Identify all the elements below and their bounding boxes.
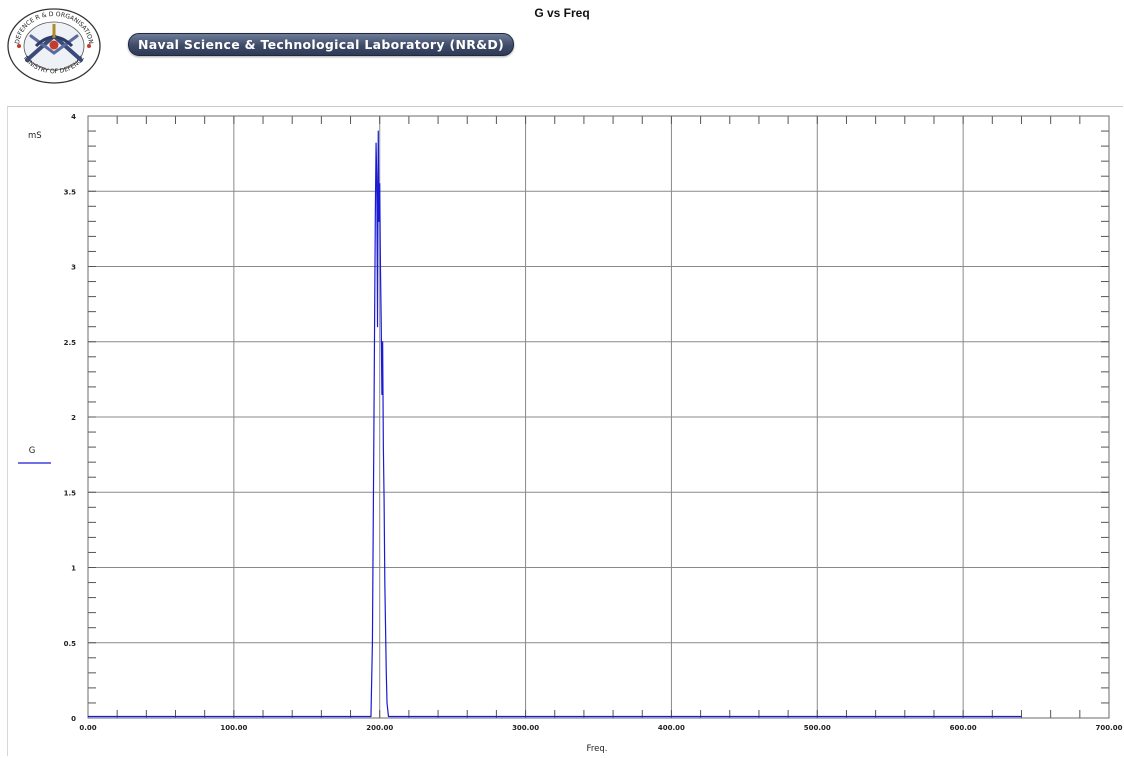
series-line-g (88, 130, 1022, 718)
x-tick-label: 300.00 (512, 724, 539, 732)
g-vs-freq-plot: 0.00 100.00 200.00 300.00 400.00 500.00 600.00… (18, 113, 1123, 754)
plot-area-border (87, 115, 1110, 719)
y-tick-label: 3 (71, 264, 76, 272)
legend-label-g: G (29, 446, 36, 456)
organisation-name-banner: Naval Science & Technological Laboratory… (128, 33, 515, 56)
y-tick-label: 1.5 (64, 489, 77, 497)
x-tick-label: 100.00 (220, 724, 247, 732)
chart-title: G vs Freq (534, 6, 590, 20)
y-tick-labels: 0 0.5 1 1.5 2 2.5 3 3.5 4 (64, 113, 77, 723)
x-tick-labels: 0.00 100.00 200.00 300.00 400.00 500.00 600.00… (79, 724, 1122, 732)
x-tick-label: 200.00 (366, 724, 393, 732)
x-tick-label: 600.00 (950, 724, 977, 732)
y-tick-label: 0.5 (64, 640, 77, 648)
grid-layer (88, 116, 1109, 718)
y-axis-unit-label: mS (28, 131, 42, 141)
y-tick-label: 1 (71, 565, 76, 573)
x-tick-label: 700.00 (1095, 724, 1122, 732)
y-tick-label: 0 (71, 715, 76, 723)
x-tick-label: 400.00 (658, 724, 685, 732)
y-tick-label: 2.5 (64, 339, 77, 347)
x-axis-label: Freq. (587, 744, 608, 754)
chart-frame: 0.00 100.00 200.00 300.00 400.00 500.00 600.00… (7, 106, 1123, 756)
y-tick-label: 4 (71, 113, 76, 121)
y-tick-label: 2 (71, 414, 76, 422)
organisation-emblem-icon: DEFENCE R & D ORGANISATION MINISTRY OF D… (7, 8, 101, 84)
y-tick-label: 3.5 (64, 188, 77, 196)
x-tick-label: 0.00 (79, 724, 96, 732)
x-tick-label: 500.00 (804, 724, 831, 732)
series-layer (88, 130, 1022, 718)
